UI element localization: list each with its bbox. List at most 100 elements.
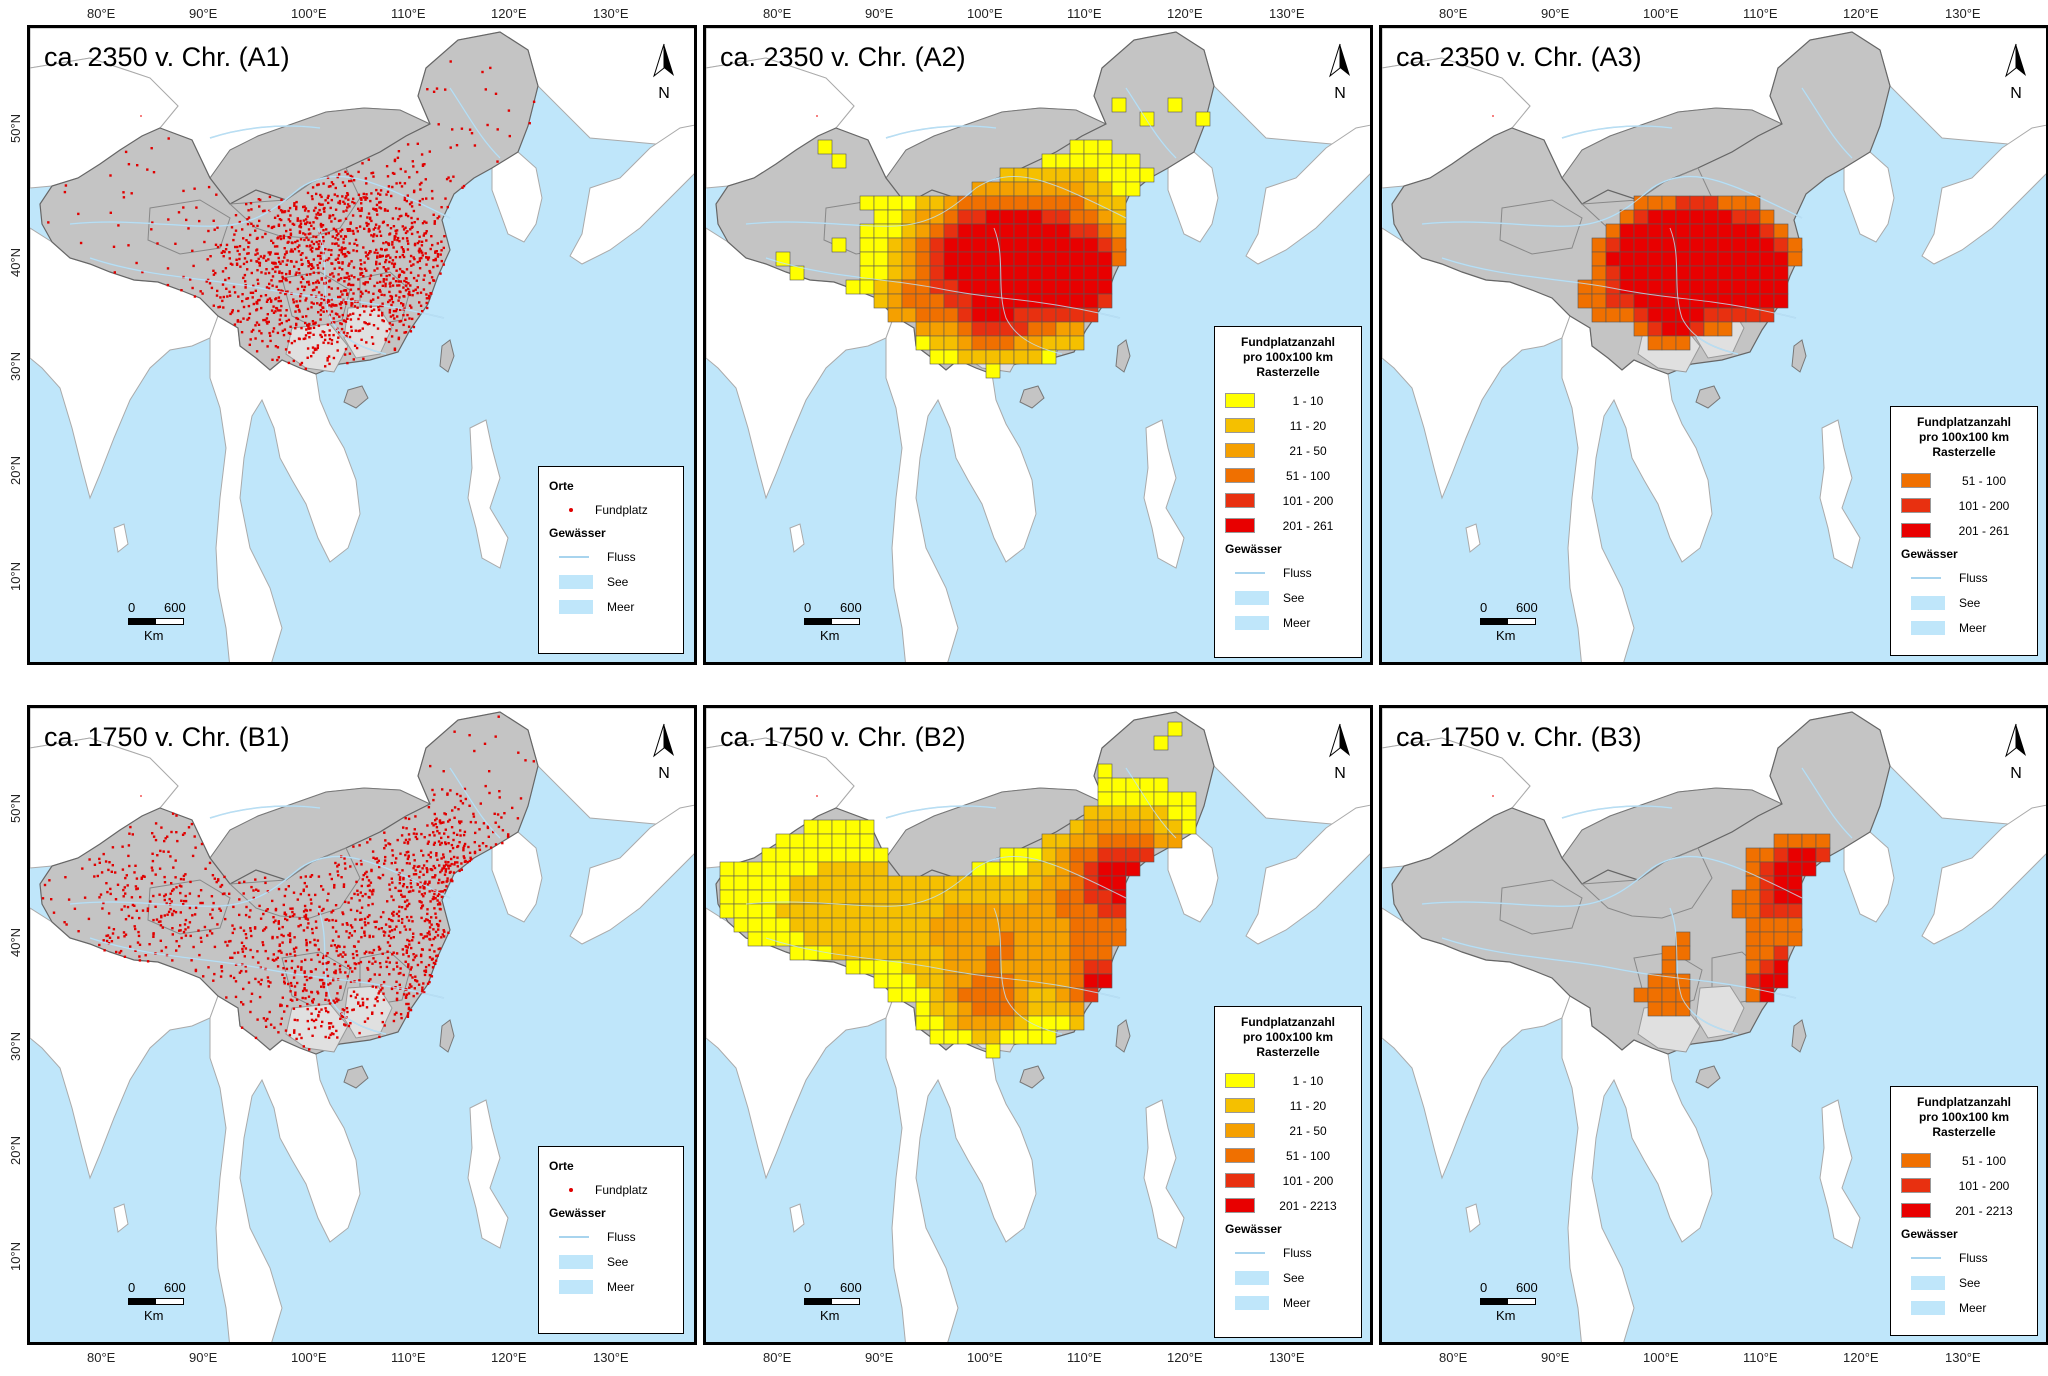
lake-symbol-icon: [559, 1254, 593, 1269]
site-point: [415, 979, 418, 983]
site-point: [110, 870, 113, 873]
site-point: [191, 914, 194, 917]
site-point: [295, 316, 298, 320]
grid-cell: [901, 223, 917, 239]
site-point: [397, 873, 401, 876]
grid-cell: [1069, 945, 1085, 961]
site-point: [384, 855, 387, 859]
site-point: [331, 926, 335, 929]
site-point: [353, 962, 356, 965]
site-point: [333, 1001, 337, 1004]
legend-grid-title: Fundplatzanzahl pro 100x100 km Rasterzelle: [1225, 1015, 1351, 1060]
site-point: [255, 321, 259, 324]
site-point: [301, 989, 305, 993]
site-point: [432, 895, 435, 899]
site-point: [216, 923, 219, 926]
site-point: [447, 867, 450, 870]
grid-cell: [747, 861, 763, 877]
site-point: [369, 881, 373, 884]
site-point: [368, 889, 372, 892]
site-point: [271, 261, 274, 264]
grid-cell: [1069, 819, 1085, 835]
site-point: [373, 1004, 376, 1007]
grid-cell: [1055, 181, 1071, 197]
site-point: [341, 923, 344, 926]
site-point: [408, 902, 411, 906]
site-point: [449, 879, 453, 882]
site-point: [319, 309, 323, 312]
grid-cell: [1591, 237, 1607, 253]
site-point: [277, 1031, 280, 1034]
grid-cell: [901, 237, 917, 253]
site-point: [372, 207, 375, 210]
grid-cell: [1097, 889, 1113, 905]
grid-cell: [957, 917, 973, 933]
site-point: [359, 267, 362, 270]
grid-cell: [1675, 209, 1691, 225]
grid-cell: [887, 973, 903, 989]
site-point: [269, 1023, 273, 1026]
class-swatch-icon: [1225, 393, 1255, 408]
site-point: [424, 970, 428, 973]
grid-cell: [1055, 1001, 1071, 1017]
site-point: [159, 849, 162, 853]
site-point: [340, 251, 343, 254]
site-point: [152, 918, 155, 922]
site-point: [378, 865, 381, 869]
site-point: [317, 1013, 320, 1017]
site-point: [404, 907, 407, 911]
grid-cell: [1139, 111, 1155, 127]
site-point: [283, 210, 287, 213]
site-point: [413, 864, 416, 868]
site-point: [376, 296, 380, 299]
site-point: [188, 921, 192, 924]
site-point: [411, 939, 414, 942]
site-point: [423, 274, 426, 277]
grid-cell: [915, 1015, 931, 1031]
grid-cell: [957, 875, 973, 891]
site-point: [277, 356, 280, 359]
site-point: [276, 237, 279, 240]
legend: Fundplatzanzahl pro 100x100 km Rasterzelle…: [1890, 406, 2038, 656]
legend-grid-title: Fundplatzanzahl pro 100x100 km Rasterzelle: [1901, 415, 2027, 460]
class-swatch-icon: [1225, 1073, 1255, 1088]
grid-cell: [1605, 293, 1621, 309]
grid-cell: [929, 209, 945, 225]
grid-cell: [943, 223, 959, 239]
site-point: [308, 1048, 311, 1051]
site-point: [413, 956, 417, 959]
site-point: [337, 954, 340, 957]
site-point: [170, 830, 173, 834]
site-point: [484, 784, 487, 788]
site-point: [371, 1012, 374, 1015]
site-point: [344, 867, 347, 870]
grid-cell: [1041, 931, 1057, 947]
grid-cell: [733, 875, 749, 891]
site-point: [305, 885, 308, 888]
site-point: [373, 269, 376, 272]
site-point: [324, 918, 327, 921]
site-point: [195, 206, 198, 209]
grid-cell: [887, 987, 903, 1003]
site-point: [197, 894, 200, 898]
site-point: [351, 952, 355, 956]
site-point: [459, 829, 462, 832]
grid-cell: [1633, 251, 1649, 267]
site-point: [288, 206, 292, 210]
grid-cell: [719, 875, 735, 891]
site-point: [115, 950, 118, 954]
site-point: [434, 962, 437, 965]
site-point: [360, 936, 363, 939]
site-point: [266, 345, 269, 348]
site-point: [400, 921, 404, 924]
site-point: [392, 914, 395, 917]
site-point: [245, 905, 248, 909]
site-point: [350, 329, 353, 332]
grid-cell: [1013, 279, 1029, 295]
site-point: [171, 933, 174, 936]
site-point: [385, 248, 388, 251]
site-point: [306, 1007, 309, 1011]
site-point: [388, 883, 391, 886]
site-point: [419, 886, 422, 889]
site-point: [428, 933, 431, 936]
